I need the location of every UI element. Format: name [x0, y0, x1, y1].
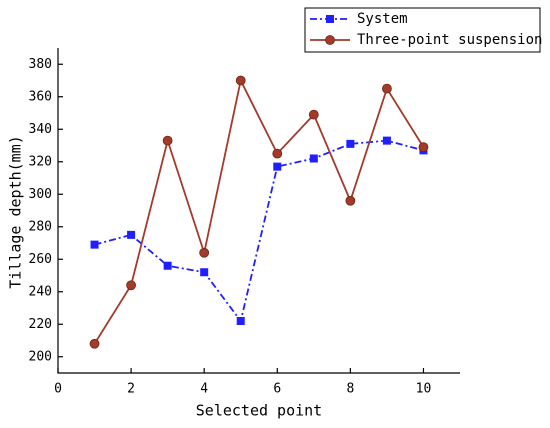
x-tick-label: 4	[200, 382, 208, 397]
legend-marker	[326, 15, 334, 23]
marker	[127, 230, 136, 239]
series-line	[93, 77, 425, 345]
marker	[89, 338, 100, 349]
marker	[235, 75, 246, 86]
x-tick-label: 2	[127, 382, 135, 397]
y-tick-label: 380	[29, 57, 52, 72]
marker	[200, 268, 209, 277]
legend-label: Three-point suspension	[357, 32, 542, 48]
x-tick-label: 8	[346, 382, 354, 397]
x-tick-label: 10	[416, 382, 432, 397]
marker	[126, 280, 136, 291]
marker	[162, 135, 173, 146]
y-tick-label: 200	[29, 349, 52, 364]
x-tick-label: 0	[54, 382, 62, 397]
y-tick-label: 260	[29, 252, 52, 267]
y-tick-label: 240	[29, 284, 52, 299]
legend-marker	[325, 35, 335, 45]
y-tick-label: 340	[29, 122, 52, 137]
marker	[90, 240, 99, 249]
x-axis-label: Selected point	[196, 402, 322, 420]
marker	[382, 136, 391, 145]
y-axis-label: Tillage depth(mm)	[7, 135, 25, 289]
marker	[199, 247, 210, 258]
marker	[346, 139, 355, 148]
marker	[345, 195, 356, 206]
marker	[309, 154, 318, 163]
marker	[273, 162, 282, 171]
series-line	[94, 139, 424, 324]
marker	[308, 109, 319, 120]
y-tick-label: 280	[29, 219, 52, 234]
y-tick-label: 360	[29, 89, 52, 104]
marker	[236, 317, 245, 325]
marker	[272, 148, 283, 159]
marker	[382, 83, 392, 94]
legend-box	[304, 7, 541, 53]
y-tick-label: 320	[29, 154, 52, 169]
y-tick-label: 220	[29, 317, 52, 332]
legend-label: System	[357, 11, 408, 27]
axis-frame	[57, 48, 460, 374]
marker	[418, 142, 429, 153]
marker	[163, 261, 172, 270]
x-tick-label: 6	[273, 382, 281, 397]
y-tick-label: 300	[29, 187, 52, 202]
